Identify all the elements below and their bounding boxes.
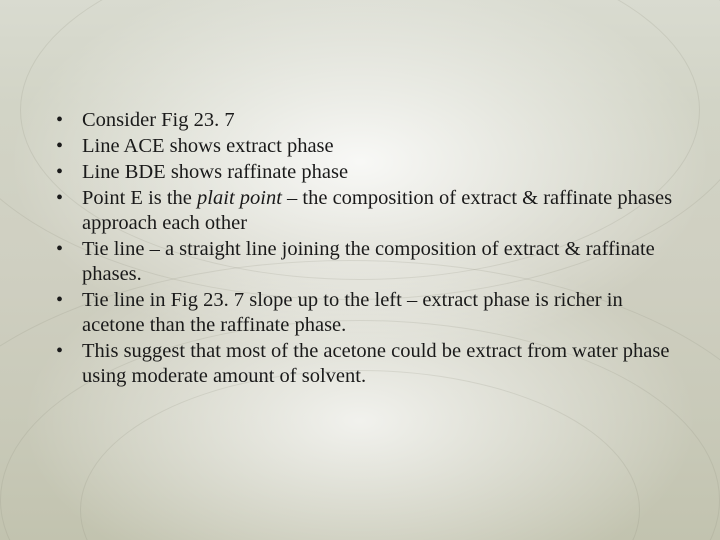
decorative-swirl bbox=[80, 370, 640, 540]
bullet-text: This suggest that most of the acetone co… bbox=[82, 340, 669, 387]
list-item: Tie line in Fig 23. 7 slope up to the le… bbox=[48, 288, 680, 338]
bullet-text: Consider Fig 23. 7 bbox=[82, 109, 235, 131]
bullet-list: Consider Fig 23. 7 Line ACE shows extrac… bbox=[48, 108, 680, 389]
content-area: Consider Fig 23. 7 Line ACE shows extrac… bbox=[48, 108, 680, 390]
bullet-text: Line BDE shows raffinate phase bbox=[82, 161, 348, 183]
list-item: This suggest that most of the acetone co… bbox=[48, 339, 680, 389]
list-item: Line ACE shows extract phase bbox=[48, 134, 680, 159]
list-item: Point E is the plait point – the composi… bbox=[48, 186, 680, 236]
bullet-text: Tie line – a straight line joining the c… bbox=[82, 238, 655, 285]
bullet-text: Tie line in Fig 23. 7 slope up to the le… bbox=[82, 289, 623, 336]
bullet-text-italic: plait point bbox=[197, 187, 282, 209]
slide: Consider Fig 23. 7 Line ACE shows extrac… bbox=[0, 0, 720, 540]
list-item: Consider Fig 23. 7 bbox=[48, 108, 680, 133]
list-item: Line BDE shows raffinate phase bbox=[48, 160, 680, 185]
bullet-text-pre: Point E is the bbox=[82, 187, 197, 209]
bullet-text: Line ACE shows extract phase bbox=[82, 135, 334, 157]
list-item: Tie line – a straight line joining the c… bbox=[48, 237, 680, 287]
